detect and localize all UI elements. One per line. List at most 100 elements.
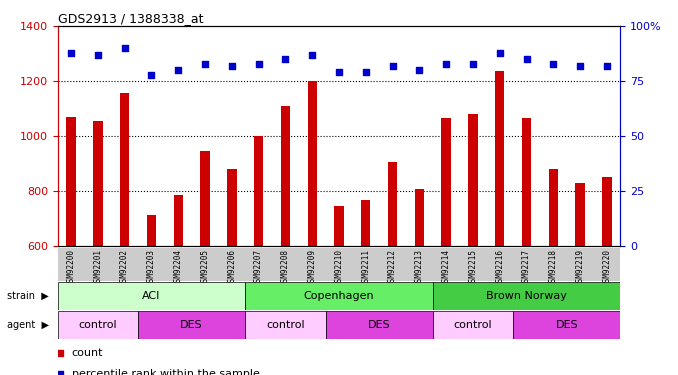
Text: GSM92214: GSM92214 — [441, 249, 451, 286]
Text: GDS2913 / 1388338_at: GDS2913 / 1388338_at — [58, 12, 203, 25]
Text: count: count — [72, 348, 103, 358]
Bar — [272, 248, 299, 281]
Bar — [93, 121, 102, 246]
Text: GSM92220: GSM92220 — [603, 249, 612, 286]
Point — [199, 60, 210, 66]
Text: GSM92210: GSM92210 — [334, 249, 344, 286]
Text: GSM92204: GSM92204 — [174, 249, 182, 286]
Bar — [415, 189, 424, 246]
Bar — [174, 195, 183, 246]
Bar — [218, 248, 245, 281]
Bar — [325, 248, 353, 281]
Text: percentile rank within the sample: percentile rank within the sample — [72, 369, 260, 375]
Bar — [192, 248, 218, 281]
Point — [494, 50, 505, 55]
Bar — [433, 248, 460, 281]
Text: agent  ▶: agent ▶ — [7, 320, 49, 330]
Bar — [138, 311, 245, 339]
Bar — [468, 114, 478, 246]
Point — [146, 72, 157, 78]
Bar — [593, 248, 620, 281]
Text: GSM92211: GSM92211 — [361, 249, 370, 286]
Point — [55, 350, 66, 356]
Bar — [353, 248, 379, 281]
Text: GSM92201: GSM92201 — [94, 249, 102, 286]
Text: GSM92213: GSM92213 — [415, 249, 424, 286]
Bar — [388, 162, 397, 246]
Text: GSM92208: GSM92208 — [281, 249, 290, 286]
Bar — [379, 248, 406, 281]
Bar — [567, 248, 593, 281]
Text: GSM92206: GSM92206 — [227, 249, 237, 286]
Bar — [138, 248, 165, 281]
Bar — [120, 93, 129, 246]
Text: GSM92219: GSM92219 — [576, 249, 584, 286]
Bar — [254, 136, 263, 246]
Bar — [460, 248, 486, 281]
Text: ACI: ACI — [142, 291, 161, 301]
Text: GSM92215: GSM92215 — [468, 249, 477, 286]
Bar — [576, 183, 585, 246]
Bar — [66, 117, 76, 246]
Text: DES: DES — [180, 320, 203, 330]
Bar — [433, 282, 620, 310]
Bar — [308, 81, 317, 246]
Bar — [495, 72, 504, 246]
Text: GSM92212: GSM92212 — [388, 249, 397, 286]
Point — [521, 56, 532, 62]
Text: GSM92203: GSM92203 — [147, 249, 156, 286]
Bar — [406, 248, 433, 281]
Bar — [165, 248, 192, 281]
Bar — [245, 311, 325, 339]
Text: DES: DES — [368, 320, 391, 330]
Point — [253, 60, 264, 66]
Bar — [513, 311, 620, 339]
Bar — [111, 248, 138, 281]
Point — [226, 63, 237, 69]
Bar — [513, 248, 540, 281]
Bar — [433, 311, 513, 339]
Text: GSM92207: GSM92207 — [254, 249, 263, 286]
Point — [306, 52, 317, 58]
Point — [119, 45, 130, 51]
Text: GSM92218: GSM92218 — [549, 249, 558, 286]
Bar — [227, 169, 237, 246]
Point — [387, 63, 398, 69]
Bar — [58, 282, 245, 310]
Bar — [602, 177, 612, 246]
Point — [441, 60, 452, 66]
Text: Copenhagen: Copenhagen — [304, 291, 374, 301]
Point — [575, 63, 586, 69]
Bar — [245, 282, 433, 310]
Bar — [540, 248, 567, 281]
Bar — [146, 216, 156, 246]
Text: DES: DES — [555, 320, 578, 330]
Bar — [486, 248, 513, 281]
Bar — [281, 106, 290, 246]
Bar — [58, 311, 138, 339]
Bar — [200, 151, 210, 246]
Point — [92, 52, 103, 58]
Bar — [522, 118, 532, 246]
Bar — [361, 200, 370, 246]
Text: control: control — [79, 320, 117, 330]
Text: GSM92205: GSM92205 — [201, 249, 210, 286]
Text: control: control — [454, 320, 492, 330]
Bar — [85, 248, 111, 281]
Text: control: control — [266, 320, 304, 330]
Text: Brown Norway: Brown Norway — [486, 291, 567, 301]
Text: GSM92217: GSM92217 — [522, 249, 531, 286]
Point — [55, 370, 66, 375]
Bar — [245, 248, 272, 281]
Point — [66, 50, 77, 55]
Text: strain  ▶: strain ▶ — [7, 291, 49, 301]
Bar — [441, 118, 451, 246]
Bar — [58, 248, 85, 281]
Point — [361, 69, 372, 75]
Bar — [549, 169, 558, 246]
Point — [468, 60, 479, 66]
Bar — [325, 311, 433, 339]
Bar — [334, 206, 344, 246]
Text: GSM92209: GSM92209 — [308, 249, 317, 286]
Point — [414, 67, 425, 73]
